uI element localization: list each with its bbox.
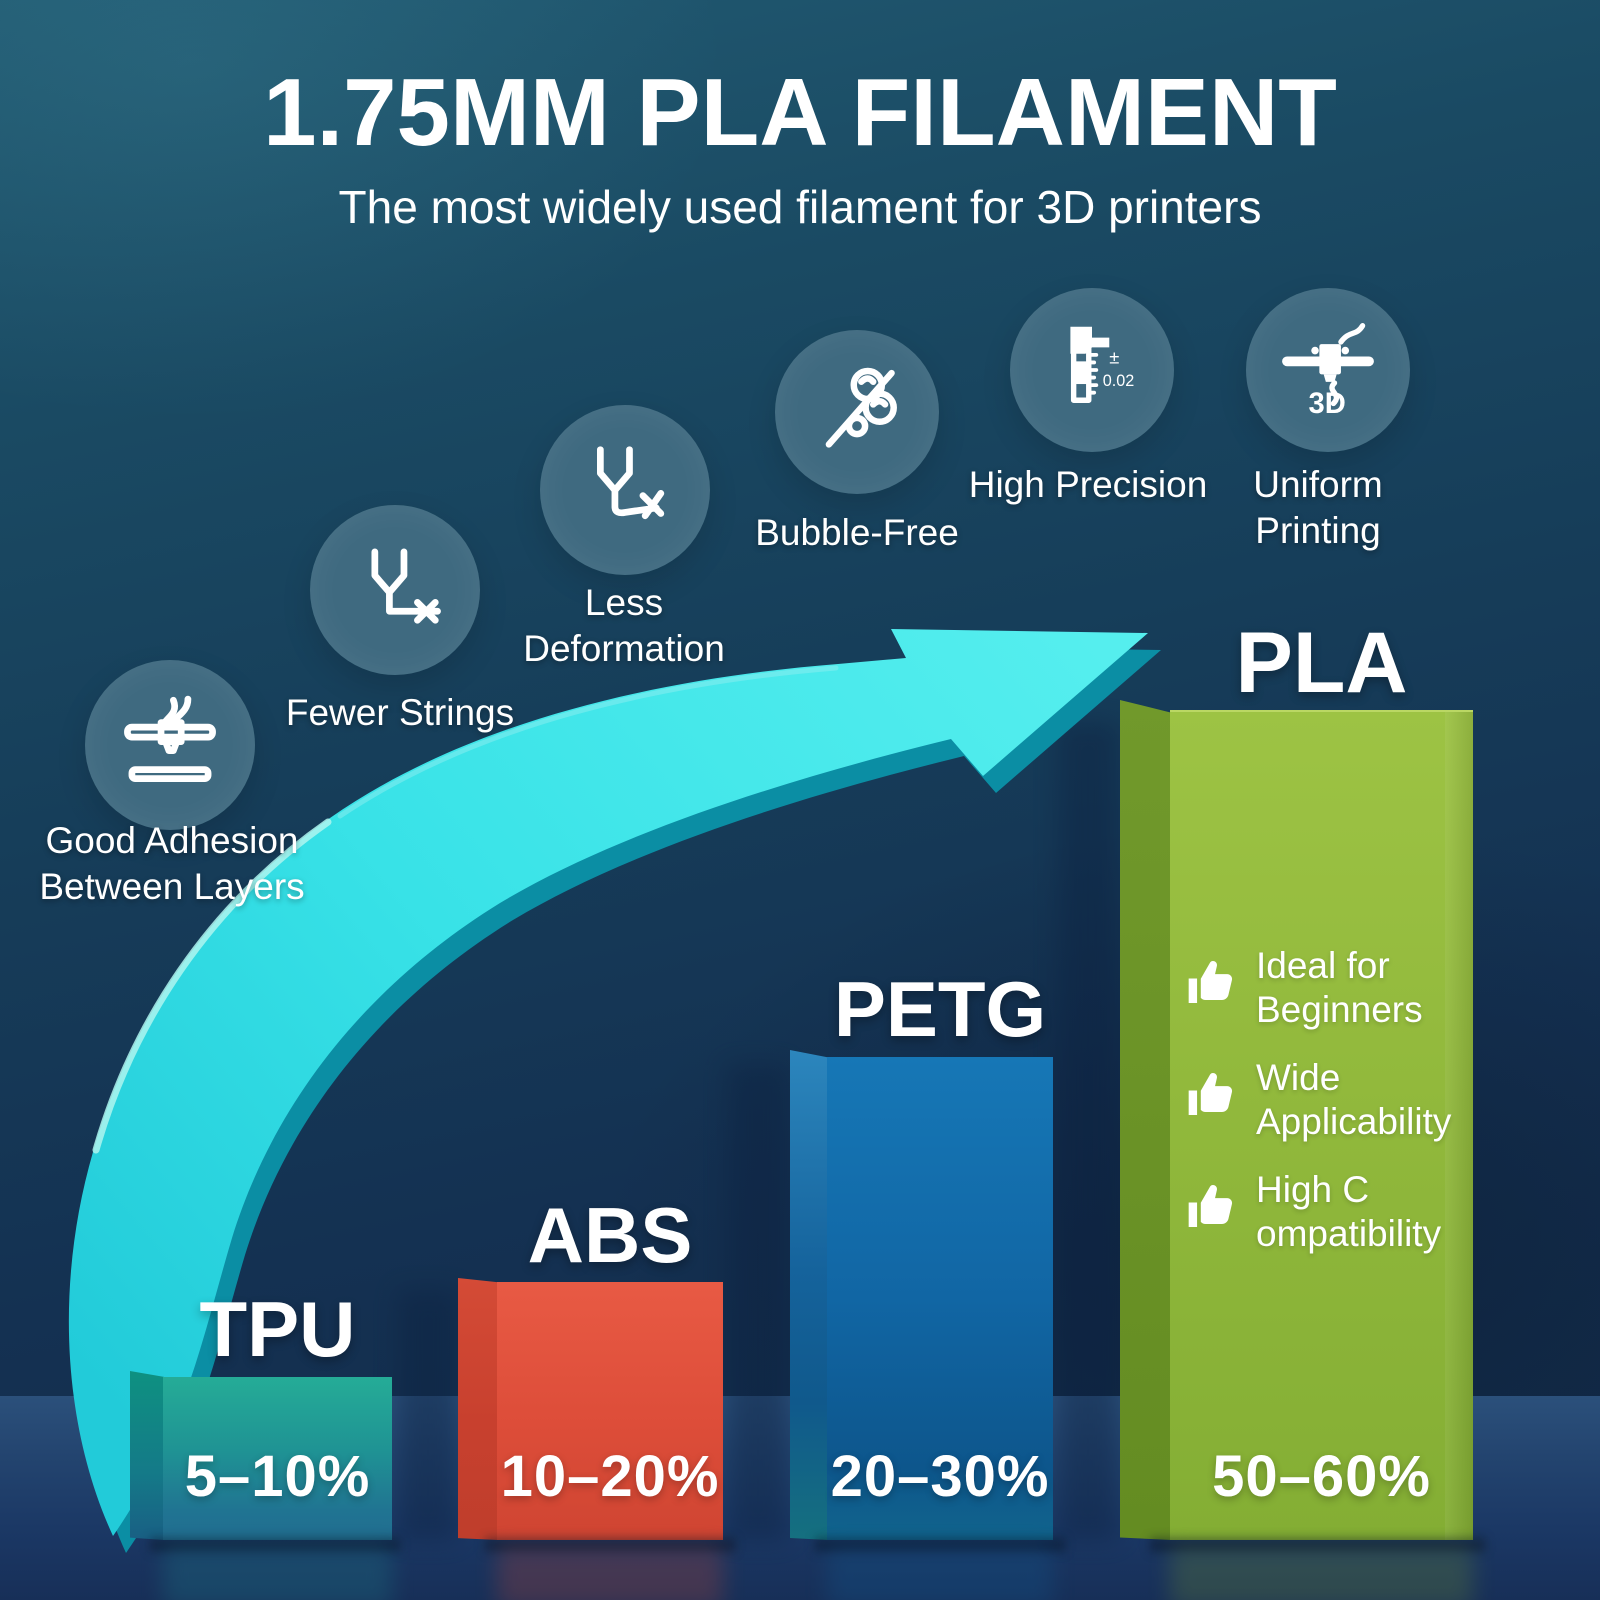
- bar-tpu: 5–10%: [163, 1377, 392, 1540]
- bar-tpu-value: 5–10%: [184, 1444, 371, 1509]
- feature-label-precision: High Precision: [918, 462, 1258, 508]
- arrow-body: [68, 629, 1148, 1536]
- fewer-strings-icon: [310, 505, 480, 675]
- bar-petg: 20–30%: [827, 1057, 1053, 1540]
- feature-label-strings: Fewer Strings: [230, 690, 570, 736]
- benefit-line: High C: [1256, 1169, 1370, 1210]
- feature-label-bubble: Bubble-Free: [687, 510, 1027, 556]
- bar-pla-value: 50–60%: [1212, 1444, 1431, 1509]
- bar-pla-label: PLA: [1235, 615, 1408, 711]
- bar-tpu-label: TPU: [199, 1285, 356, 1373]
- threed-label: 3D: [1309, 388, 1346, 420]
- feature-line: Uniform: [1253, 464, 1383, 505]
- bar-contact-shadow: [150, 1538, 400, 1552]
- bar-contact-shadow: [485, 1538, 735, 1552]
- feature-line: Bubble-Free: [755, 512, 959, 553]
- pla-benefit-item: Ideal for Beginners: [1184, 944, 1452, 1032]
- arrow-highlight-top: [337, 665, 839, 819]
- printer-nozzle-bed-glyph: [124, 695, 216, 782]
- bubble-free-icon: [775, 330, 939, 494]
- tolerance-value: 0.02: [1103, 372, 1135, 390]
- bar-abs-value: 10–20%: [500, 1444, 720, 1509]
- feature-label-adhesion: Good Adhesion Between Layers: [2, 818, 342, 910]
- bar-pla: Ideal for Beginners Wide Applicability H…: [1170, 712, 1473, 1540]
- thumbs-up-icon: [1188, 1185, 1233, 1227]
- benefit-line: ompatibility: [1256, 1213, 1442, 1254]
- bar-petg-value: 20–30%: [830, 1444, 1050, 1509]
- bar-pla-side-face: [1120, 700, 1171, 1540]
- bar-petg-label: PETG: [833, 965, 1047, 1053]
- bar-reflection: [1170, 1546, 1473, 1600]
- wall-shadow: [398, 1290, 458, 1540]
- feature-label-uniform: Uniform Printing: [1148, 462, 1488, 554]
- feature-label-deformation: Less Deformation: [454, 580, 794, 672]
- layer-adhesion-icon: [85, 660, 255, 830]
- bar-reflection: [827, 1546, 1053, 1600]
- pla-benefit-item: High C ompatibility: [1184, 1168, 1452, 1256]
- page-subtitle: The most widely used filament for 3D pri…: [338, 181, 1262, 233]
- feature-line: Fewer Strings: [285, 692, 515, 733]
- pla-benefit-text: High C ompatibility: [1256, 1168, 1441, 1256]
- feature-line: Deformation: [523, 628, 725, 669]
- wall-shadow: [1058, 722, 1118, 1540]
- thumbs-up-icon: [1188, 961, 1233, 1003]
- feature-line: Between Layers: [39, 866, 305, 907]
- less-deformation-icon: [540, 405, 710, 575]
- bar-abs-side-face: [458, 1278, 498, 1540]
- deformation-cut-glyph: [597, 446, 665, 520]
- high-precision-icon: ± 0.02: [1010, 288, 1174, 452]
- bar-reflection: [163, 1546, 392, 1600]
- arrow-highlight: [92, 818, 332, 1154]
- uniform-printing-icon: 3D: [1246, 288, 1410, 452]
- feature-line: High Precision: [968, 464, 1208, 505]
- bar-petg-side-face: [790, 1050, 828, 1540]
- bar-abs-label: ABS: [527, 1191, 693, 1279]
- bar-abs: 10–20%: [497, 1282, 723, 1540]
- benefit-line: Beginners: [1256, 989, 1423, 1030]
- thumbs-up-icon: [1188, 1073, 1233, 1115]
- pla-benefit-text: Wide Applicability: [1256, 1056, 1451, 1144]
- feature-line: Printing: [1255, 510, 1381, 551]
- tolerance-plus-minus: ±: [1109, 347, 1119, 368]
- extruder-3d-glyph: 3D: [1282, 323, 1374, 420]
- pla-benefit-item: Wide Applicability: [1184, 1056, 1452, 1144]
- pla-benefit-text: Ideal for Beginners: [1256, 944, 1423, 1032]
- feature-line: Good Adhesion: [45, 820, 299, 861]
- bubbles-roller-glyph: [825, 367, 897, 448]
- benefit-line: Applicability: [1256, 1101, 1452, 1142]
- bar-tpu-side-face: [130, 1371, 164, 1540]
- page-title: 1.75MM PLA FILAMENT: [263, 59, 1337, 166]
- benefit-line: Wide: [1256, 1057, 1341, 1098]
- bar-contact-shadow: [1150, 1538, 1485, 1552]
- bar-pla-right-bevel: [1445, 712, 1473, 1540]
- string-cut-glyph: [371, 548, 441, 624]
- wall-shadow: [728, 1065, 788, 1540]
- bar-contact-shadow: [815, 1538, 1065, 1552]
- bar-reflection: [497, 1546, 723, 1600]
- feature-line: Less: [584, 582, 664, 623]
- caliper-glyph: ± 0.02: [1070, 326, 1135, 403]
- benefit-line: Ideal for: [1256, 945, 1390, 986]
